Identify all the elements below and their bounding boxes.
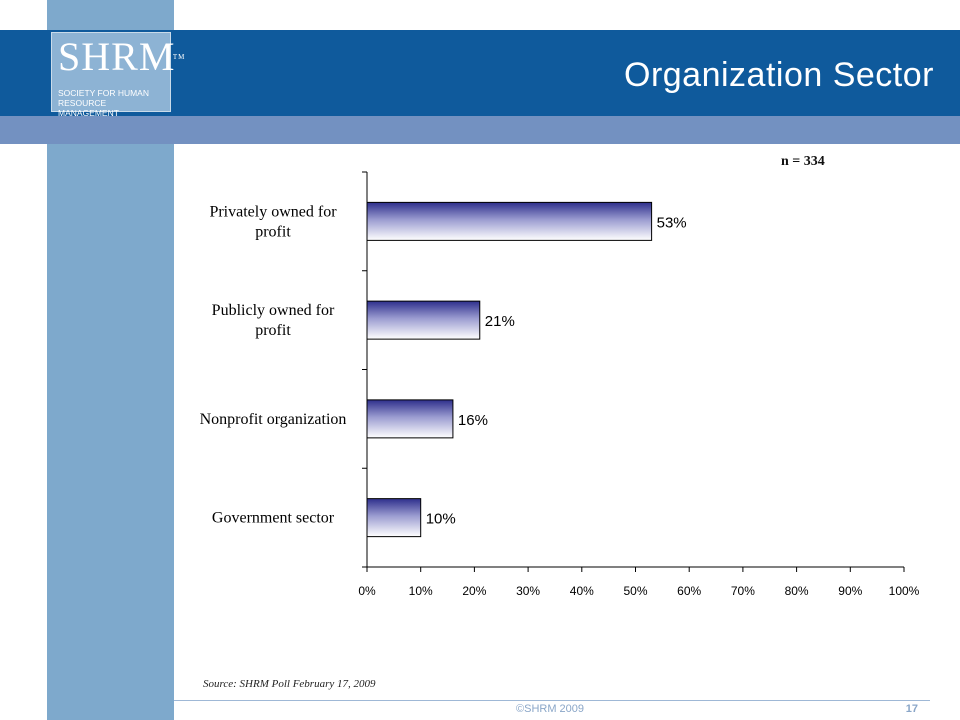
copyright-text: ©SHRM 2009 [516, 703, 585, 715]
category-label: Nonprofit organization [200, 411, 347, 428]
x-tick-label: 60% [677, 584, 701, 598]
x-tick-label: 30% [516, 584, 540, 598]
x-tick-label: 90% [838, 584, 862, 598]
x-tick-label: 70% [731, 584, 755, 598]
x-tick-label: 50% [623, 584, 647, 598]
shrm-logo: SHRM TM Society for Human Resource Manag… [47, 30, 184, 118]
source-note: Source: SHRM Poll February 17, 2009 [203, 678, 376, 690]
category-label: Publicly owned for profit [212, 302, 335, 339]
bar-value-label: 10% [426, 511, 456, 528]
x-tick-label: 0% [358, 584, 376, 598]
bar-value-label: 21% [485, 313, 515, 330]
logo-frame: SHRM TM Society for Human Resource Manag… [51, 32, 184, 118]
footer-divider [174, 700, 930, 701]
sample-size-label: n = 334 [781, 154, 825, 169]
x-tick-label: 40% [570, 584, 594, 598]
logo-trademark: TM [172, 53, 186, 61]
page-title: Organization Sector [624, 56, 934, 94]
x-tick-label: 20% [462, 584, 486, 598]
page-number: 17 [905, 703, 918, 715]
logo-mark-text: SHRM [58, 34, 176, 79]
category-label-line: profit [255, 223, 291, 240]
category-label-line: Nonprofit organization [200, 411, 347, 428]
bar-value-label: 16% [458, 412, 488, 429]
logo-subtitle: Society for Human Resource Management [58, 88, 149, 118]
logo-mark: SHRM TM [58, 34, 184, 79]
category-label-line: Privately owned for [209, 203, 337, 220]
bar [366, 399, 454, 439]
category-label: Government sector [212, 510, 335, 527]
category-label: Privately owned for profit [209, 203, 337, 240]
bar [366, 201, 653, 241]
category-label-line: profit [255, 322, 291, 339]
bar [366, 498, 422, 538]
header-sub-band [0, 116, 960, 144]
x-tick-label: 10% [409, 584, 433, 598]
x-tick-label: 100% [889, 584, 920, 598]
bar [366, 300, 481, 340]
x-tick-label: 80% [785, 584, 809, 598]
category-label-line: Publicly owned for [212, 302, 335, 319]
bar-value-label: 53% [657, 214, 687, 231]
category-label-line: Government sector [212, 510, 335, 527]
